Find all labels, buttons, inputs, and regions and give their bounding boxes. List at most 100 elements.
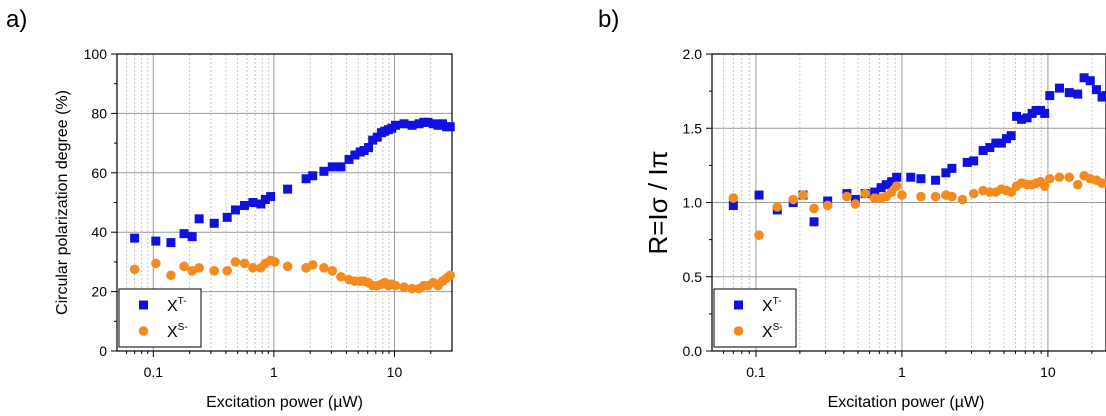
series-singlet [129, 255, 456, 294]
data-point [179, 261, 189, 272]
data-point [230, 257, 241, 267]
y-tick-label: 60 [91, 165, 107, 181]
data-point [1073, 89, 1083, 99]
data-point [308, 171, 318, 181]
data-point [1017, 114, 1027, 124]
data-point [887, 177, 897, 187]
data-point [1091, 85, 1101, 95]
data-point [892, 172, 902, 182]
data-point [239, 200, 249, 210]
y-tick-label: 0.5 [683, 269, 703, 285]
data-point [166, 238, 176, 248]
data-point [930, 191, 941, 202]
data-point [248, 263, 258, 273]
panel-label-b: b) [598, 6, 620, 33]
data-point [270, 257, 280, 267]
data-point [364, 143, 374, 153]
data-point [129, 264, 140, 275]
data-point [336, 162, 346, 172]
data-point [1054, 172, 1065, 183]
data-point [822, 200, 833, 211]
series-singlet [728, 170, 1106, 240]
legend-marker-circle [733, 326, 744, 336]
data-point [260, 195, 270, 205]
data-point [1001, 134, 1011, 144]
data-point [754, 190, 764, 200]
data-point [1006, 131, 1016, 141]
legend: XT- XS- [118, 288, 202, 348]
data-point [130, 233, 140, 243]
x-tick-label: 0.1 [144, 364, 164, 380]
data-point [1085, 76, 1095, 86]
data-point [916, 191, 926, 202]
data-point [414, 119, 424, 129]
y-tick-label: 2.0 [683, 46, 703, 62]
data-point [1101, 91, 1106, 101]
data-point [842, 191, 852, 202]
data-point [301, 174, 311, 184]
data-point [969, 156, 979, 166]
data-point [897, 190, 907, 200]
data-point [798, 190, 808, 200]
y-tick-label: 100 [84, 46, 108, 62]
data-point [327, 266, 338, 276]
data-point [282, 261, 293, 272]
x-tick-label: 10 [1040, 364, 1056, 380]
data-point [239, 258, 250, 269]
data-point [445, 122, 455, 132]
data-point [968, 188, 979, 199]
data-point [423, 117, 433, 127]
data-point [248, 198, 258, 207]
data-point [445, 270, 456, 281]
y-tick-label: 20 [91, 284, 107, 300]
legend-marker-square [734, 300, 743, 310]
data-point [350, 150, 360, 160]
legend-box [118, 288, 202, 348]
data-point [931, 175, 941, 185]
data-point [881, 180, 891, 190]
y-tick-label: 40 [91, 224, 107, 240]
data-point [1012, 111, 1022, 121]
legend-marker-circle [138, 326, 149, 336]
data-point [283, 184, 293, 194]
data-point [166, 270, 176, 281]
data-point [368, 135, 378, 145]
series-triplet [728, 73, 1106, 227]
x-tick-label: 0.1 [746, 364, 766, 380]
data-point [222, 266, 232, 276]
legend-marker-square [139, 300, 148, 310]
legend-box [713, 288, 797, 348]
data-point [327, 162, 337, 172]
data-point [319, 263, 329, 273]
data-point [985, 143, 995, 153]
data-point [947, 191, 957, 202]
data-point [941, 168, 951, 178]
data-point [209, 218, 219, 228]
data-point [947, 163, 957, 173]
data-point [194, 263, 204, 273]
y-tick-label: 1.0 [683, 195, 703, 211]
data-point [266, 192, 276, 202]
data-point [891, 181, 902, 191]
y-axis-label: R=Iσ / Iπ [643, 150, 673, 254]
legend-label: XS- [762, 322, 783, 341]
data-point [222, 212, 232, 222]
legend-label: XT- [167, 296, 187, 315]
data-point [809, 203, 819, 214]
data-point [307, 260, 318, 270]
data-point [209, 266, 220, 276]
data-point [390, 280, 401, 291]
data-point [772, 202, 783, 212]
data-point [1045, 91, 1055, 101]
data-point [399, 282, 409, 292]
data-point [728, 200, 738, 210]
data-point [399, 119, 409, 129]
data-point [336, 271, 346, 282]
data-point [179, 229, 189, 239]
x-tick-label: 1 [270, 364, 278, 380]
data-point [151, 258, 161, 269]
data-point [428, 119, 438, 129]
y-tick-label: 80 [91, 105, 107, 121]
data-point [1054, 83, 1064, 93]
